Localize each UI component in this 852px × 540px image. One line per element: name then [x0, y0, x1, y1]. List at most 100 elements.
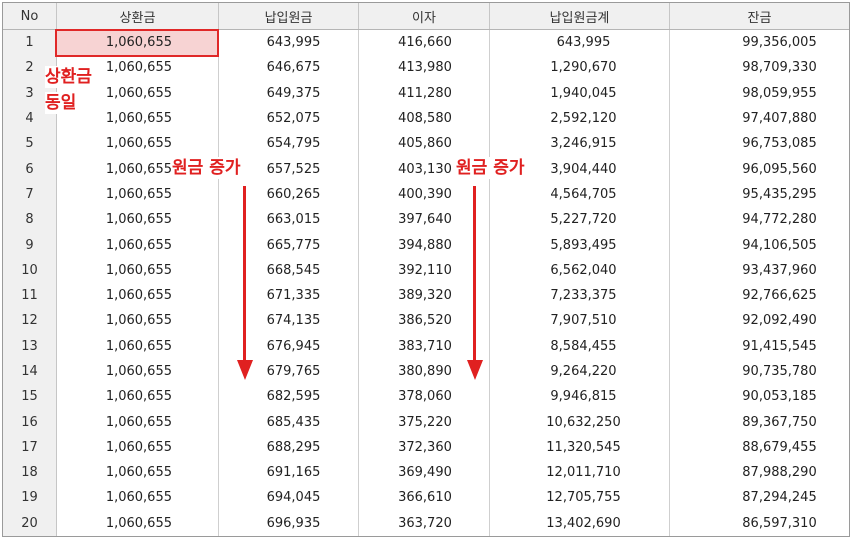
interest-cell: 366,610 [359, 485, 490, 511]
payment-cell: 1,060,655 [57, 358, 219, 385]
principal-cell: 688,295 [219, 434, 359, 461]
payment-cell: 1,060,655 [57, 384, 219, 410]
header-principal-total[interactable]: 납입원금계 [490, 3, 670, 29]
interest-cell: 405,860 [359, 131, 490, 157]
payment-cell: 1,060,655 [57, 485, 219, 511]
balance-cell: 88,679,455 [742, 439, 817, 455]
principal-total-cell: 12,705,755 [490, 485, 670, 511]
payment-highlight-box [55, 29, 219, 57]
table-row[interactable]: 14 1,060,655 679,765 380,890 9,264,220 90,735… [3, 358, 849, 385]
principal-total-cell: 643,995 [490, 30, 670, 56]
interest-cell: 408,580 [359, 105, 490, 132]
principal-total-cell: 9,946,815 [490, 384, 670, 410]
row-no: 9 [3, 232, 57, 258]
table-row[interactable]: 9 1,060,655 665,775 394,880 5,893,495 94,106,… [3, 232, 849, 258]
row-no: 7 [3, 181, 57, 208]
payment-cell: 1,060,655 [57, 510, 219, 536]
balance-cell: 90,053,185 [742, 389, 817, 405]
table-row[interactable]: 12 1,060,655 674,135 386,520 7,907,510 92,092… [3, 308, 849, 334]
row-no: 16 [3, 409, 57, 435]
table-row[interactable]: 15 1,060,655 682,595 378,060 9,946,815 90,053… [3, 384, 849, 410]
table-row[interactable]: 10 1,060,655 668,545 392,110 6,562,040 93,437… [3, 257, 849, 283]
principal-cell: 649,375 [219, 80, 359, 106]
interest-cell: 386,520 [359, 308, 490, 334]
balance-cell: 94,772,280 [742, 212, 817, 228]
table-row[interactable]: 1 1,060,655 643,995 416,660 643,995 99,356,00… [3, 30, 849, 56]
payment-cell: 1,060,655 [57, 333, 219, 359]
principal-total-cell: 6,562,040 [490, 257, 670, 283]
header-balance[interactable]: 잔금 [747, 10, 772, 26]
row-no: 11 [3, 282, 57, 309]
table-row[interactable]: 20 1,060,655 696,935 363,720 13,402,690 86,59… [3, 510, 849, 536]
payment-cell: 1,060,655 [57, 55, 219, 81]
table-row[interactable]: 16 1,060,655 685,435 375,220 10,632,250 89,36… [3, 409, 849, 435]
table-row[interactable]: 4 1,060,655 652,075 408,580 2,592,120 97,407,… [3, 105, 849, 132]
header-principal[interactable]: 납입원금 [219, 3, 359, 29]
header-payment[interactable]: 상환금 [57, 3, 219, 29]
principal-cell: 671,335 [219, 282, 359, 309]
principal-total-cell: 3,246,915 [490, 131, 670, 157]
table-row[interactable]: 19 1,060,655 694,045 366,610 12,705,755 87,29… [3, 485, 849, 511]
principal-cell: 685,435 [219, 409, 359, 435]
balance-cell: 90,735,780 [742, 364, 817, 379]
row-no: 20 [3, 510, 57, 536]
table-row[interactable]: 17 1,060,655 688,295 372,360 11,320,545 88,67… [3, 434, 849, 461]
table-row[interactable]: 2 1,060,655 646,675 413,980 1,290,670 98,709,… [3, 55, 849, 81]
table-row[interactable]: 13 1,060,655 676,945 383,710 8,584,455 91,415… [3, 333, 849, 359]
principal-cell: 668,545 [219, 257, 359, 283]
principal-total-cell: 5,227,720 [490, 207, 670, 233]
header-interest[interactable]: 이자 [359, 3, 490, 29]
principal-total-cell: 1,940,045 [490, 80, 670, 106]
principal-total-cell: 7,907,510 [490, 308, 670, 334]
principal-total-cell: 11,320,545 [490, 434, 670, 461]
principal-total-cell: 2,592,120 [490, 105, 670, 132]
annotation-principal-increase-2: 원금 증가 [456, 157, 525, 179]
table-row[interactable]: 3 1,060,655 649,375 411,280 1,940,045 98,059,… [3, 80, 849, 106]
table-row[interactable]: 18 1,060,655 691,165 369,490 12,011,710 87,98… [3, 460, 849, 486]
principal-cell: 679,765 [219, 358, 359, 385]
balance-cell: 92,766,625 [742, 288, 817, 304]
balance-cell: 93,437,960 [742, 262, 817, 278]
table-row[interactable]: 5 1,060,655 654,795 405,860 3,246,915 96,753,… [3, 131, 849, 157]
down-arrowhead-2 [467, 360, 483, 380]
balance-cell: 91,415,545 [742, 338, 817, 354]
principal-cell: 691,165 [219, 460, 359, 486]
payment-cell: 1,060,655 [57, 207, 219, 233]
balance-cell: 92,092,490 [742, 313, 817, 329]
row-no: 1 [3, 30, 57, 56]
interest-cell: 416,660 [359, 30, 490, 56]
balance-cell: 86,597,310 [742, 515, 817, 531]
table-row[interactable]: 7 1,060,655 660,265 400,390 4,564,705 95,435,… [3, 181, 849, 208]
balance-cell: 99,356,005 [742, 35, 817, 51]
interest-cell: 397,640 [359, 207, 490, 233]
row-no: 15 [3, 384, 57, 410]
down-arrow-2 [473, 186, 476, 364]
annotation-payment-same-2: 동일 [45, 92, 77, 114]
principal-cell: 682,595 [219, 384, 359, 410]
principal-cell: 646,675 [219, 55, 359, 81]
principal-cell: 654,795 [219, 131, 359, 157]
payment-cell: 1,060,655 [57, 257, 219, 283]
payment-cell: 1,060,655 [57, 282, 219, 309]
balance-cell: 96,095,560 [742, 161, 817, 177]
row-no: 13 [3, 333, 57, 359]
balance-cell: 87,988,290 [742, 465, 817, 481]
row-no: 10 [3, 257, 57, 283]
principal-total-cell: 13,402,690 [490, 510, 670, 536]
table-row[interactable]: 8 1,060,655 663,015 397,640 5,227,720 94,772,… [3, 207, 849, 233]
balance-cell: 94,106,505 [742, 237, 817, 253]
balance-cell: 95,435,295 [742, 186, 817, 202]
header-no[interactable]: No [3, 3, 57, 29]
row-no: 18 [3, 460, 57, 486]
balance-cell: 89,367,750 [742, 414, 817, 430]
principal-total-cell: 5,893,495 [490, 232, 670, 258]
interest-cell: 411,280 [359, 80, 490, 106]
table-row[interactable]: 11 1,060,655 671,335 389,320 7,233,375 92,766… [3, 282, 849, 309]
payment-cell: 1,060,655 [57, 460, 219, 486]
principal-total-cell: 10,632,250 [490, 409, 670, 435]
table-row[interactable]: 6 1,060,655 657,525 403,130 3,904,440 96,095,… [3, 156, 849, 182]
principal-total-cell: 1,290,670 [490, 55, 670, 81]
interest-cell: 383,710 [359, 333, 490, 359]
payment-cell: 1,060,655 [57, 181, 219, 208]
row-no: 19 [3, 485, 57, 511]
